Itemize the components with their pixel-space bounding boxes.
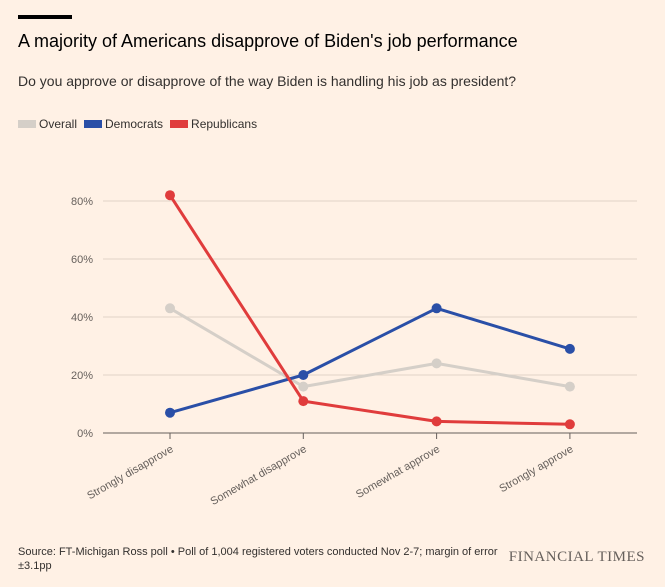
legend-item-republicans: Republicans [170, 117, 257, 131]
ft-logo: FINANCIAL TIMES [508, 549, 645, 565]
data-point-democrats [564, 343, 575, 354]
legend: Overall Democrats Republicans [18, 117, 264, 131]
data-point-overall [564, 381, 575, 392]
x-tick-label: Somewhat approve [354, 443, 442, 501]
data-point-republicans [298, 396, 309, 407]
header-rule [18, 15, 72, 19]
legend-label-republicans: Republicans [191, 117, 258, 131]
data-point-democrats [431, 303, 442, 314]
y-tick-label: 0% [77, 428, 93, 440]
y-tick-label: 40% [71, 312, 93, 324]
legend-item-overall: Overall [18, 117, 77, 131]
y-tick-label: 80% [71, 196, 93, 208]
y-tick-label: 60% [71, 254, 93, 266]
legend-label-democrats: Democrats [105, 117, 164, 131]
x-tick-label: Somewhat disapprove [209, 443, 309, 508]
data-point-republicans [431, 416, 442, 427]
data-point-overall [431, 358, 442, 369]
series-line-overall [168, 306, 572, 389]
legend-item-democrats: Democrats [84, 117, 163, 131]
series-line-democrats [168, 306, 572, 415]
data-point-overall [165, 303, 175, 314]
legend-label-overall: Overall [39, 117, 78, 131]
data-point-republicans [165, 190, 175, 201]
source-note: Source: FT-Michigan Ross poll • Poll of … [18, 546, 498, 572]
x-tick-label: Strongly disapprove [85, 443, 175, 502]
legend-swatch-democrats [84, 120, 103, 128]
y-tick-label: 20% [71, 370, 93, 382]
data-point-republicans [564, 419, 575, 430]
series-line-republicans [168, 193, 572, 426]
data-point-democrats [298, 370, 309, 380]
chart-subtitle: Do you approve or disapprove of the way … [18, 73, 517, 89]
legend-swatch-overall [18, 120, 36, 128]
chart-title: A majority of Americans disapprove of Bi… [18, 31, 518, 51]
data-point-democrats [165, 407, 175, 418]
x-tick-label: Strongly approve [497, 443, 575, 495]
data-point-overall [298, 381, 309, 392]
legend-swatch-republicans [170, 120, 189, 128]
